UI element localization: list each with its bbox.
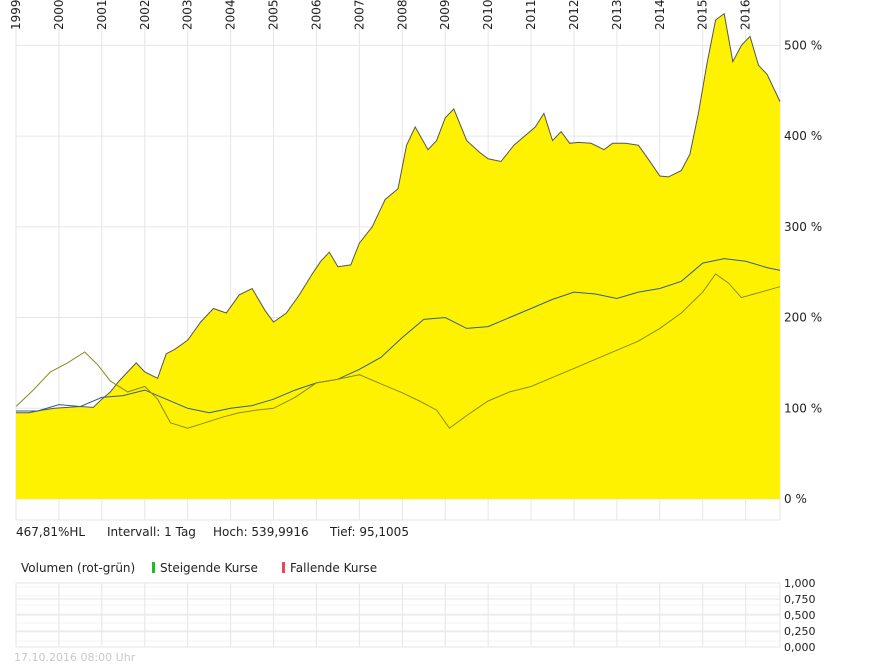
high-label: Hoch: 539,9916 (213, 525, 309, 539)
performance-label: 467,81%HL (16, 525, 86, 539)
legend-rising-label: Steigende Kurse (160, 561, 258, 575)
legend-falling: Fallende Kurse (282, 561, 377, 575)
x-tick-label: 2000 (52, 0, 66, 30)
rising-swatch-icon (152, 562, 155, 573)
x-tick-label: 2003 (181, 0, 195, 30)
x-tick-label: 2001 (95, 0, 109, 30)
x-tick-label: 2005 (267, 0, 281, 30)
x-tick-label: 2007 (352, 0, 366, 30)
volume-chart-grid (15, 582, 781, 648)
volume-y-tick-label: 1,000 (784, 577, 816, 590)
volume-y-axis-ticks: 1,000 0,750 0,500 0,250 0,000 (784, 577, 816, 654)
index-series-line-2 (15, 273, 781, 429)
volume-y-tick-label: 0,500 (784, 609, 816, 622)
y-axis-ticks: 0 % 100 % 200 % 300 % 400 % 500 % (784, 38, 822, 506)
x-tick-label: 2010 (481, 0, 495, 30)
y-tick-label: 100 % (784, 401, 822, 415)
x-tick-label: 2002 (138, 0, 152, 30)
x-tick-label: 2004 (224, 0, 238, 30)
series-layer (15, 12, 781, 499)
x-tick-label: 2012 (567, 0, 581, 30)
volume-title: Volumen (rot-grün) (21, 561, 136, 575)
x-tick-label: 2015 (696, 0, 710, 30)
y-tick-label: 300 % (784, 220, 822, 234)
volume-y-tick-label: 0,250 (784, 625, 816, 638)
x-tick-label: 2013 (610, 0, 624, 30)
x-tick-label: 2008 (395, 0, 409, 30)
falling-swatch-icon (282, 562, 285, 573)
low-label: Tief: 95,1005 (330, 525, 409, 539)
y-tick-label: 400 % (784, 129, 822, 143)
legend-rising: Steigende Kurse (152, 561, 258, 575)
volume-y-tick-label: 0,750 (784, 593, 816, 606)
legend-falling-label: Fallende Kurse (290, 561, 378, 575)
area-series-line (16, 12, 781, 414)
interval-label: Intervall: 1 Tag (107, 525, 196, 539)
y-tick-label: 500 % (784, 38, 822, 52)
x-tick-label: 2011 (524, 0, 538, 30)
y-tick-label: 200 % (784, 311, 822, 325)
x-tick-label: 2016 (739, 0, 753, 30)
y-tick-label: 0 % (784, 492, 807, 506)
x-axis-ticks: 1999 2000 2001 2002 2003 2004 2005 2006 2007 2008… (9, 0, 753, 30)
timestamp: 17.10.2016 08:00 Uhr (14, 651, 136, 664)
area-series-fill (16, 13, 780, 499)
x-tick-label: 2006 (309, 0, 323, 30)
index-series-line-1 (16, 258, 781, 414)
x-tick-label: 1999 (9, 0, 23, 30)
x-tick-label: 2014 (653, 0, 667, 30)
volume-y-tick-label: 0,000 (784, 641, 816, 654)
x-tick-label: 2009 (438, 0, 452, 30)
